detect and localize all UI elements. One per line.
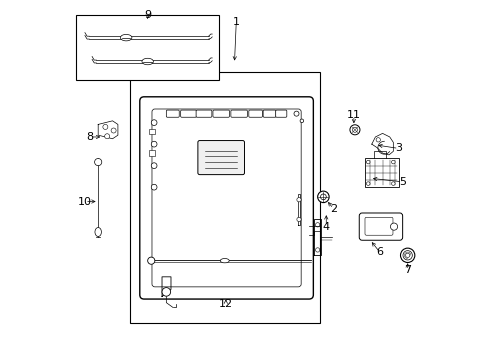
Bar [364, 158, 398, 187]
Text: 1: 1 [232, 17, 239, 27]
Bar [129, 72, 319, 323]
FancyBboxPatch shape [275, 110, 286, 117]
Circle shape [315, 248, 319, 252]
Text: 6: 6 [376, 247, 383, 257]
Ellipse shape [142, 58, 153, 65]
Circle shape [375, 138, 380, 142]
FancyBboxPatch shape [212, 110, 229, 117]
Text: 2: 2 [329, 204, 336, 214]
Circle shape [293, 111, 298, 116]
Bar [76, 15, 219, 80]
Circle shape [402, 251, 411, 260]
Circle shape [389, 223, 397, 230]
Circle shape [111, 128, 116, 133]
Circle shape [102, 125, 108, 130]
Circle shape [391, 160, 394, 164]
Bar [149, 129, 155, 134]
FancyBboxPatch shape [198, 140, 244, 175]
FancyBboxPatch shape [263, 110, 276, 117]
Circle shape [151, 184, 157, 190]
FancyBboxPatch shape [140, 97, 313, 299]
Circle shape [366, 160, 369, 164]
Circle shape [162, 288, 170, 296]
Text: 4: 4 [322, 222, 329, 231]
Circle shape [296, 217, 301, 222]
FancyBboxPatch shape [230, 110, 247, 117]
Text: 12: 12 [218, 299, 232, 309]
Circle shape [151, 141, 157, 147]
Text: 10: 10 [78, 197, 92, 207]
Circle shape [405, 253, 409, 257]
Circle shape [317, 191, 328, 203]
FancyBboxPatch shape [180, 110, 196, 117]
Circle shape [315, 223, 319, 227]
FancyBboxPatch shape [196, 110, 211, 117]
Circle shape [400, 248, 414, 262]
Circle shape [366, 182, 369, 185]
Ellipse shape [220, 258, 229, 263]
Text: 7: 7 [403, 265, 410, 275]
Circle shape [320, 194, 325, 200]
Circle shape [104, 134, 109, 139]
Ellipse shape [95, 228, 101, 237]
FancyBboxPatch shape [166, 110, 179, 117]
Ellipse shape [120, 35, 132, 41]
Circle shape [94, 158, 102, 166]
Circle shape [300, 119, 303, 123]
FancyBboxPatch shape [248, 110, 262, 117]
Text: 8: 8 [86, 132, 93, 142]
Circle shape [391, 182, 394, 185]
Text: 11: 11 [346, 111, 360, 121]
Text: 5: 5 [398, 177, 405, 187]
Circle shape [352, 127, 357, 132]
Text: 3: 3 [394, 143, 402, 153]
Circle shape [147, 257, 155, 264]
Circle shape [151, 120, 157, 126]
Circle shape [296, 198, 301, 202]
Bar [149, 150, 155, 156]
FancyBboxPatch shape [364, 217, 392, 235]
Text: 9: 9 [144, 10, 151, 20]
Circle shape [349, 125, 359, 135]
FancyBboxPatch shape [359, 213, 402, 240]
Circle shape [151, 163, 157, 168]
